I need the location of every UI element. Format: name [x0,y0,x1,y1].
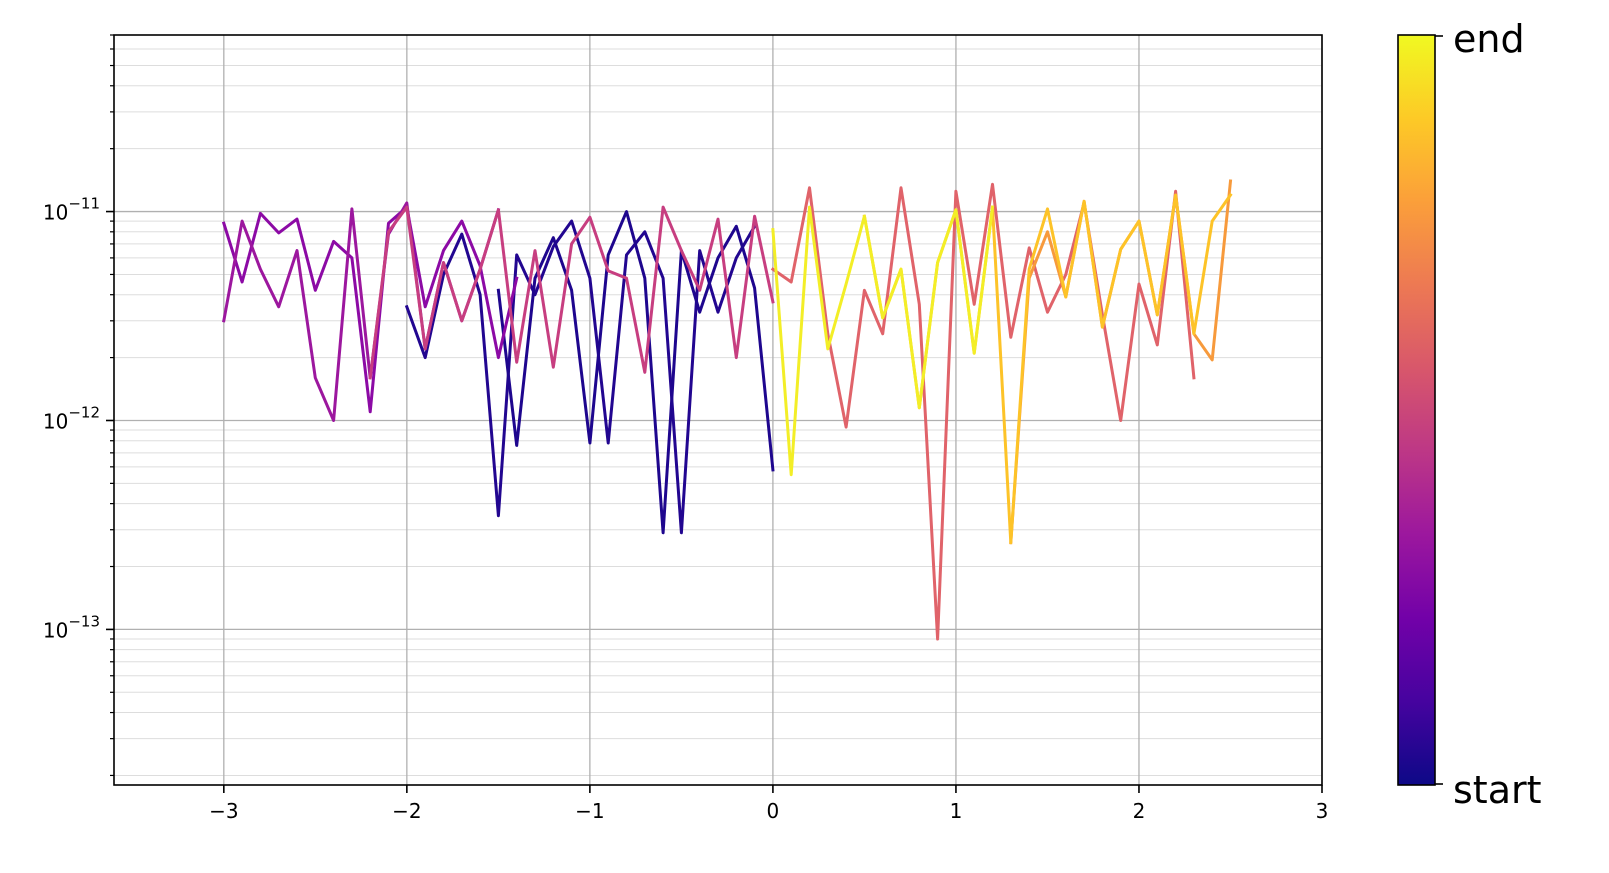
colorbar-start-label: start [1453,768,1542,812]
series-group [221,179,1233,641]
grid [114,34,1323,785]
x-tick-label: 3 [1316,799,1329,823]
colorbar-gradient [1397,34,1436,786]
y-tick-label: 10−12 [43,403,100,433]
x-tick-label: −2 [392,799,421,823]
plot-background [114,35,1322,785]
series-line-3 [221,205,519,414]
x-tick-label: −1 [575,799,604,823]
series-line-6 [770,182,1196,641]
x-tick-label: 2 [1133,799,1146,823]
colorbar: end start [1397,17,1542,812]
x-tick-label: −3 [209,799,238,823]
plot-frame [113,34,1323,786]
series-line-9 [771,205,995,477]
axes: 10−11 10−12 10−13 −3 −2 −1 0 1 2 3 [43,34,1329,823]
y-tick-label: 10−11 [43,195,100,225]
colorbar-end-label: end [1453,17,1525,61]
series-line-5 [368,205,775,380]
x-tick-label: 0 [767,799,780,823]
x-tick-label: 1 [950,799,963,823]
series-line-2 [496,210,775,535]
y-tick-label: 10−13 [43,612,100,642]
